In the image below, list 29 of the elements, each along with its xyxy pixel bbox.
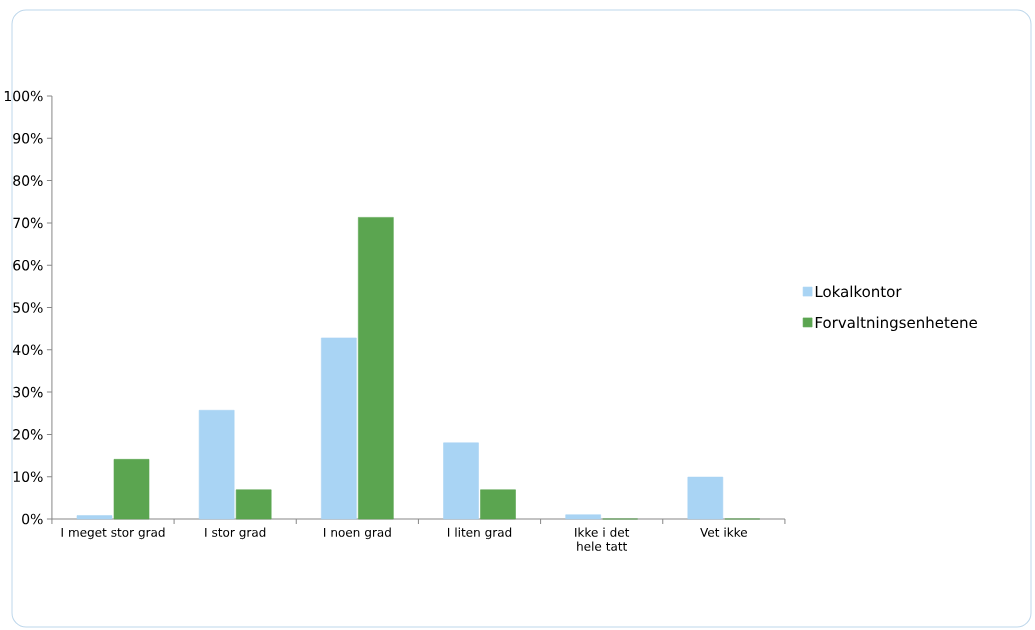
y-tick-label: 0% [22, 513, 43, 525]
bar [565, 514, 601, 520]
x-tick-label: Ikke i det hele tatt [575, 527, 630, 551]
bar [687, 476, 724, 520]
y-tick-label: 80% [13, 175, 43, 186]
y-tick-label: 90% [13, 133, 43, 144]
y-tick-label: 30% [13, 386, 43, 398]
bar [235, 489, 272, 520]
bar [443, 442, 479, 520]
y-tick-label: 50% [13, 302, 43, 313]
bar [321, 337, 357, 520]
bar [113, 459, 150, 520]
bar [198, 409, 235, 520]
y-tick-label: 40% [12, 344, 43, 356]
x-tick-label: I stor grad [205, 527, 266, 540]
legend-label: Lokalkontor [815, 285, 902, 298]
x-tick-label: I noen grad [324, 527, 391, 540]
y-tick-label: 100% [4, 90, 43, 102]
y-tick-label: 70% [13, 217, 43, 229]
x-tick-label: I meget stor grad [61, 527, 165, 540]
y-tick-label: 10% [13, 471, 43, 482]
y-tick-label: 20% [13, 429, 43, 440]
legend-label: Forvaltningsenhetene [815, 316, 977, 332]
x-tick-label: Vet ikke [700, 527, 747, 537]
bar [480, 489, 516, 520]
bar [76, 515, 113, 520]
y-tick-label: 60% [13, 259, 43, 271]
bar [358, 217, 394, 520]
x-tick-label: I liten grad [447, 527, 512, 540]
